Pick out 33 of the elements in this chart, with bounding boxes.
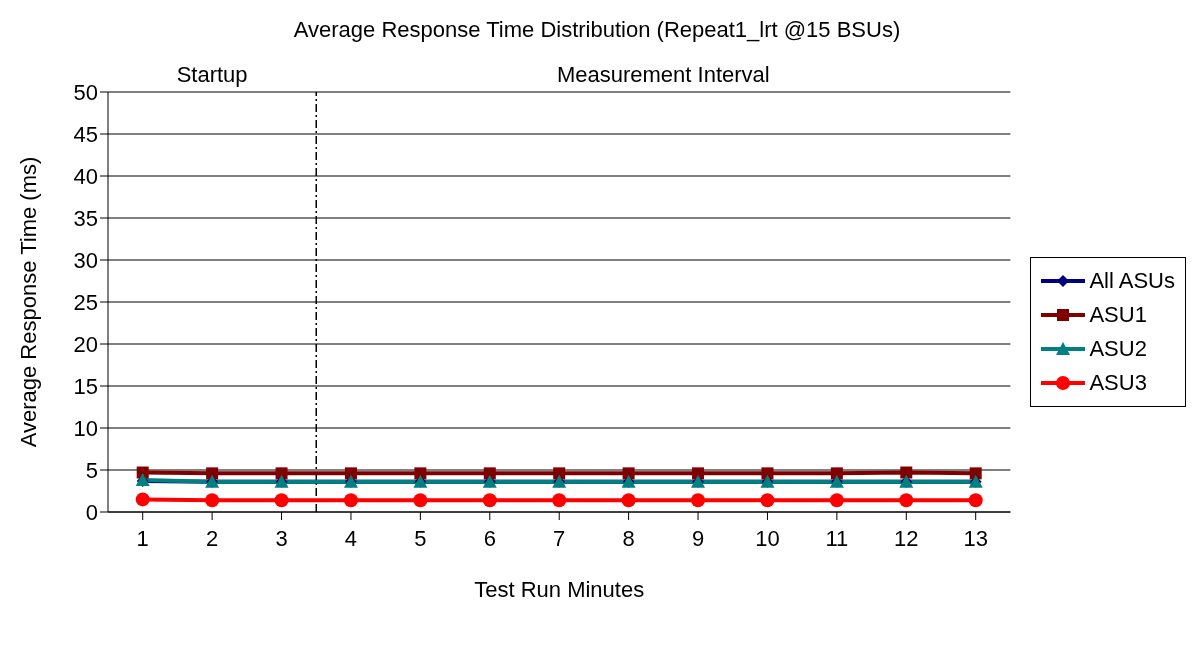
x-tick-label: 2 xyxy=(206,525,219,551)
legend-label: ASU1 xyxy=(1089,302,1147,328)
y-tick-label: 25 xyxy=(73,289,98,315)
y-tick-label: 5 xyxy=(85,457,98,483)
x-tick-label: 3 xyxy=(275,525,288,551)
x-tick-label: 1 xyxy=(136,525,149,551)
legend-label: All ASUs xyxy=(1089,268,1175,294)
x-tick-label: 5 xyxy=(414,525,427,551)
y-tick-label: 35 xyxy=(73,205,98,231)
x-tick-label: 13 xyxy=(963,525,988,551)
y-tick-label: 50 xyxy=(73,79,98,105)
y-tick-label: 0 xyxy=(85,499,98,525)
y-tick-label: 10 xyxy=(73,415,98,441)
x-tick-label: 6 xyxy=(483,525,496,551)
x-tick-label: 8 xyxy=(622,525,635,551)
text: Measurement Interval xyxy=(556,62,770,87)
x-tick-label: 4 xyxy=(344,525,358,551)
x-tick-label: 10 xyxy=(755,525,780,551)
y-tick-label: 40 xyxy=(73,163,98,189)
x-tick-label: 7 xyxy=(553,525,566,551)
text: Startup xyxy=(176,62,248,87)
y-tick-label: 45 xyxy=(73,121,98,147)
y-axis-title: Average Response Time (ms) xyxy=(15,156,41,448)
y-tick-label: 30 xyxy=(73,247,98,273)
x-tick-label: 11 xyxy=(825,525,849,551)
chart-title: Average Response Time Distribution (Repeat1_lrt @15 BSUs) xyxy=(292,16,902,44)
y-tick-label: 20 xyxy=(73,331,98,357)
x-axis-title: Test Run Minutes xyxy=(474,577,645,602)
y-tick-label: 15 xyxy=(73,373,98,399)
x-tick-label: 12 xyxy=(894,525,919,551)
x-tick-label: 9 xyxy=(691,525,705,551)
legend-label: ASU3 xyxy=(1089,370,1147,396)
legend-label: ASU2 xyxy=(1089,336,1147,362)
